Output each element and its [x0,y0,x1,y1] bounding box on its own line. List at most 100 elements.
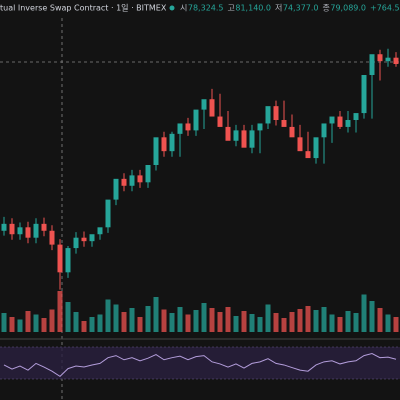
volume-bar [281,318,287,332]
candle-body [105,199,111,228]
ohlc-value: 78,324.5 [188,4,224,13]
volume-bar [241,311,247,332]
volume-bar [1,313,7,332]
header: tual Inverse Swap Contract · 1일 · BITMEX… [0,4,400,13]
candle-body [305,151,311,159]
candle-body [329,116,335,124]
status-dot [169,5,175,11]
volume-bar [185,314,191,332]
ohlc-value: 81,140.0 [235,4,271,13]
volume-bar [329,314,335,332]
volume-bar [97,314,103,332]
volume-bar [89,317,95,332]
candle-body [33,223,39,238]
ohlc-label: 저 [275,4,282,13]
volume-bar [153,297,159,332]
candle-body [57,244,63,273]
candle-body [97,227,103,235]
volume-bar [393,317,399,332]
candle-body [289,126,295,138]
candle-body [185,123,191,131]
volume-bar [297,309,303,332]
ohlc-label: 종 [323,4,330,13]
volume-bar [385,314,391,332]
candle-body [193,109,199,131]
candle-body [321,123,327,138]
volume-bar [33,314,39,332]
candle-body [161,137,167,152]
candle-body [209,99,215,117]
volume-bar [17,319,23,332]
candle-body [257,123,263,131]
volume-bar [81,321,87,332]
volume-bar [257,317,263,332]
volume-bar [217,312,223,332]
candle-body [369,54,375,75]
candle-body [345,120,351,127]
volume-bar [313,310,319,332]
volume-bar [161,309,167,332]
candle-body [233,130,239,141]
volume-bars [1,291,399,332]
candle-body [217,116,223,127]
candle-body [169,133,175,152]
volume-bar [193,310,199,332]
candle-body [393,57,399,64]
volume-bar [49,309,55,332]
ohlc-value: 74,377.0 [283,4,319,13]
volume-bar [273,313,279,332]
candle-body [313,137,319,159]
volume-bar [225,307,231,332]
candle-body [265,106,271,124]
candle-body [17,227,23,235]
candle-body [241,130,247,148]
volume-bar [377,308,383,332]
volume-bar [345,311,351,332]
volume-bar [177,307,183,332]
candle-body [201,99,207,110]
candle-body [385,57,391,62]
candle-body [73,237,79,249]
volume-bar [265,304,271,332]
volume-bar [289,312,295,332]
candle-body [137,175,143,183]
candle-body [113,178,119,200]
candle-body [281,120,287,127]
candle-body [153,137,159,165]
volume-bar [65,302,71,332]
candle-body [1,223,7,231]
candle-body [25,227,31,238]
candle-body [145,165,151,183]
candle-body [249,130,255,148]
volume-bar [41,318,47,332]
volume-bar [121,312,127,332]
candle-body [353,113,359,120]
candle-body [9,223,15,235]
candle-body [177,123,183,134]
volume-bar [361,294,367,332]
volume-bar [337,317,343,332]
candle-body [377,54,383,62]
volume-bar [201,303,207,332]
candle-body [273,106,279,120]
candle-body [225,126,231,141]
candles [1,48,399,290]
rsi-line [3,352,397,378]
volume-bar [369,301,375,332]
candle-body [297,137,303,152]
ohlc-label: 시 [180,4,187,13]
volume-bar [25,311,31,332]
volume-bar [305,306,311,332]
volume-bar [169,313,175,332]
candle-body [81,237,87,242]
volume-bar [249,314,255,332]
candle-body [129,175,135,186]
volume-bar [233,316,239,332]
volume-bar [105,299,111,332]
candle-body [337,116,343,127]
volume-bar [57,291,63,332]
volume-bar [73,312,79,332]
volume-bar [129,308,135,332]
